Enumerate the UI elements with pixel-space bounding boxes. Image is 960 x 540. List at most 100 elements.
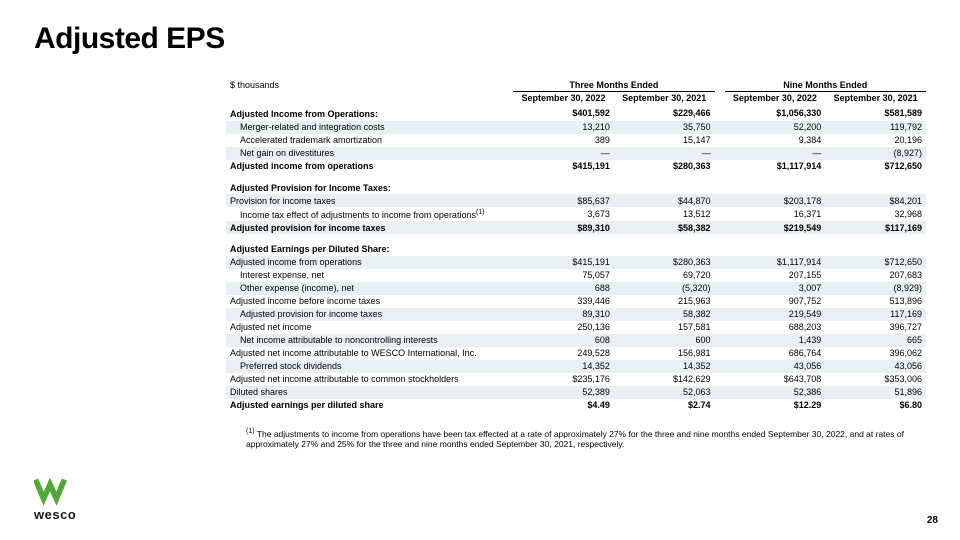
row-value	[715, 240, 725, 256]
row-value: $1,056,330	[725, 105, 826, 121]
row-value: 15,147	[614, 134, 715, 147]
row-value	[715, 207, 725, 221]
footnote: (1) The adjustments to income from opera…	[246, 428, 906, 450]
row-value: $235,176	[513, 373, 614, 386]
col-header: September 30, 2022	[513, 92, 614, 106]
table-row: Adjusted net income attributable to comm…	[226, 373, 926, 386]
row-value: 3,007	[725, 282, 826, 295]
table-row: Net gain on divestitures———(8,927)	[226, 147, 926, 160]
row-value: 339,446	[513, 295, 614, 308]
table-row: Provision for income taxes$85,637$44,870…	[226, 194, 926, 207]
row-value: —	[725, 147, 826, 160]
row-value: —	[614, 147, 715, 160]
row-value	[825, 240, 926, 256]
row-value: 117,169	[825, 308, 926, 321]
row-value: 52,200	[725, 121, 826, 134]
group-header-3m: Three Months Ended	[513, 78, 714, 92]
slide: Adjusted EPS $ thousands Three Months En…	[0, 0, 960, 540]
table-row: Adjusted income from operations$415,191$…	[226, 256, 926, 269]
table-body: Adjusted Income from Operations:$401,592…	[226, 105, 926, 412]
row-value: 513,896	[825, 295, 926, 308]
row-value	[715, 256, 725, 269]
table-row: Other expense (income), net688(5,320)3,0…	[226, 282, 926, 295]
row-value	[715, 295, 725, 308]
row-label: Adjusted net income	[226, 321, 513, 334]
row-value: 688	[513, 282, 614, 295]
row-value: 43,056	[725, 360, 826, 373]
table-row: Adjusted income from operations$415,191$…	[226, 160, 926, 173]
col-header: September 30, 2021	[614, 92, 715, 106]
row-value: 75,057	[513, 269, 614, 282]
row-value: $353,006	[825, 373, 926, 386]
row-value	[715, 147, 725, 160]
row-value	[715, 269, 725, 282]
row-label: Adjusted Earnings per Diluted Share:	[226, 240, 513, 256]
table-row: Adjusted provision for income taxes89,31…	[226, 308, 926, 321]
group-header-9m: Nine Months Ended	[725, 78, 926, 92]
row-value	[614, 179, 715, 195]
row-value	[715, 334, 725, 347]
row-value: $89,310	[513, 221, 614, 234]
row-value	[715, 360, 725, 373]
row-value: 249,528	[513, 347, 614, 360]
row-label: Adjusted Income from Operations:	[226, 105, 513, 121]
table-row: Preferred stock dividends14,35214,35243,…	[226, 360, 926, 373]
row-label: Adjusted net income attributable to WESC…	[226, 347, 513, 360]
table-row: Adjusted earnings per diluted share$4.49…	[226, 399, 926, 412]
row-value: 389	[513, 134, 614, 147]
row-value: 43,056	[825, 360, 926, 373]
row-value: $581,589	[825, 105, 926, 121]
row-value: 58,382	[614, 308, 715, 321]
table-row: Adjusted Provision for Income Taxes:	[226, 179, 926, 195]
wesco-logo-text: wesco	[34, 507, 82, 522]
row-value: $85,637	[513, 194, 614, 207]
page-title: Adjusted EPS	[34, 22, 225, 56]
row-label: Preferred stock dividends	[226, 360, 513, 373]
row-value: $12.29	[725, 399, 826, 412]
row-value: 69,720	[614, 269, 715, 282]
row-value	[715, 282, 725, 295]
row-value: $117,169	[825, 221, 926, 234]
row-value: 215,963	[614, 295, 715, 308]
row-label: Diluted shares	[226, 386, 513, 399]
row-label: Adjusted earnings per diluted share	[226, 399, 513, 412]
row-value: 52,386	[725, 386, 826, 399]
row-value	[513, 240, 614, 256]
table-row: Adjusted net income250,136157,581688,203…	[226, 321, 926, 334]
row-label: Interest expense, net	[226, 269, 513, 282]
financial-table-container: $ thousands Three Months Ended Nine Mont…	[226, 78, 926, 412]
row-value: 665	[825, 334, 926, 347]
row-label: Merger-related and integration costs	[226, 121, 513, 134]
table-row: Accelerated trademark amortization38915,…	[226, 134, 926, 147]
row-label: Adjusted Provision for Income Taxes:	[226, 179, 513, 195]
row-value: 250,136	[513, 321, 614, 334]
row-value	[614, 240, 715, 256]
row-value: $280,363	[614, 160, 715, 173]
row-label: Net gain on divestitures	[226, 147, 513, 160]
column-header-row: September 30, 2022 September 30, 2021 Se…	[226, 92, 926, 106]
row-value: $4.49	[513, 399, 614, 412]
row-value: (8,927)	[825, 147, 926, 160]
table-row: Diluted shares52,38952,06352,38651,896	[226, 386, 926, 399]
group-header-row: $ thousands Three Months Ended Nine Mont…	[226, 78, 926, 92]
row-value: 32,968	[825, 207, 926, 221]
row-value: $219,549	[725, 221, 826, 234]
row-value	[513, 179, 614, 195]
row-label: Adjusted income before income taxes	[226, 295, 513, 308]
wesco-logo-icon	[34, 471, 82, 509]
row-label: Provision for income taxes	[226, 194, 513, 207]
row-value: 907,752	[725, 295, 826, 308]
row-label: Adjusted provision for income taxes	[226, 308, 513, 321]
table-header: $ thousands Three Months Ended Nine Mont…	[226, 78, 926, 105]
row-value: $1,117,914	[725, 160, 826, 173]
page-number: 28	[927, 515, 938, 526]
row-label: Other expense (income), net	[226, 282, 513, 295]
row-value: 219,549	[725, 308, 826, 321]
col-header: September 30, 2022	[725, 92, 826, 106]
row-value: 157,581	[614, 321, 715, 334]
footnote-text: The adjustments to income from operation…	[246, 429, 904, 450]
row-value	[825, 179, 926, 195]
row-value: 20,196	[825, 134, 926, 147]
wesco-logo: wesco	[34, 471, 82, 522]
table-row: Adjusted provision for income taxes$89,3…	[226, 221, 926, 234]
